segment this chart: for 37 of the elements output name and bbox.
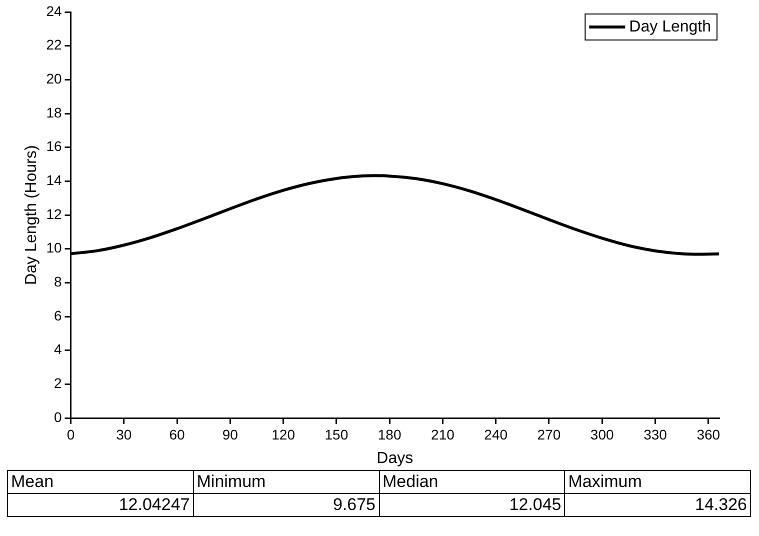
- y-tick-label: 12: [46, 206, 62, 222]
- x-tick-label: 330: [644, 426, 668, 442]
- x-tick-label: 360: [696, 426, 720, 442]
- x-tick-label: 180: [378, 426, 402, 442]
- x-tick-label: 300: [590, 426, 614, 442]
- text: 12.04247: [8, 494, 194, 516]
- x-tick-label: 240: [484, 426, 508, 442]
- y-tick-label: 6: [54, 307, 62, 324]
- y-tick-label: 16: [46, 138, 62, 154]
- legend-label: Day Length: [629, 18, 712, 36]
- y-tick-label: 2: [54, 375, 62, 392]
- y-tick-label: 4: [54, 341, 62, 358]
- y-tick-label: 0: [54, 408, 62, 425]
- x-tick-label: 120: [272, 426, 296, 442]
- text: 14.326: [564, 494, 750, 516]
- x-tick-label: 150: [324, 426, 348, 442]
- y-axis-title: Day Length (Hours): [23, 145, 40, 285]
- x-tick-label: 90: [222, 426, 238, 442]
- x-tick-label: 60: [169, 426, 186, 442]
- y-tick-label: 8: [54, 274, 62, 290]
- x-tick-label: 270: [537, 426, 561, 442]
- y-tick-label: 24: [46, 2, 62, 19]
- y-tick-label: 14: [46, 172, 62, 188]
- text: Maximum: [564, 470, 750, 494]
- text: Minimum: [193, 470, 379, 494]
- y-tick-label: 22: [46, 36, 62, 53]
- text: 12.045: [379, 494, 565, 516]
- x-tick-label: 0: [66, 426, 75, 442]
- x-tick-label: 30: [116, 426, 132, 442]
- x-tick-label: 210: [431, 426, 455, 442]
- text: 9.675: [193, 494, 379, 516]
- y-tick-label: 10: [46, 240, 62, 256]
- x-axis-title: Days: [376, 450, 414, 467]
- y-tick-label: 20: [46, 70, 62, 87]
- text: Mean: [8, 470, 194, 494]
- y-tick-label: 18: [46, 104, 62, 120]
- text: Median: [379, 470, 565, 494]
